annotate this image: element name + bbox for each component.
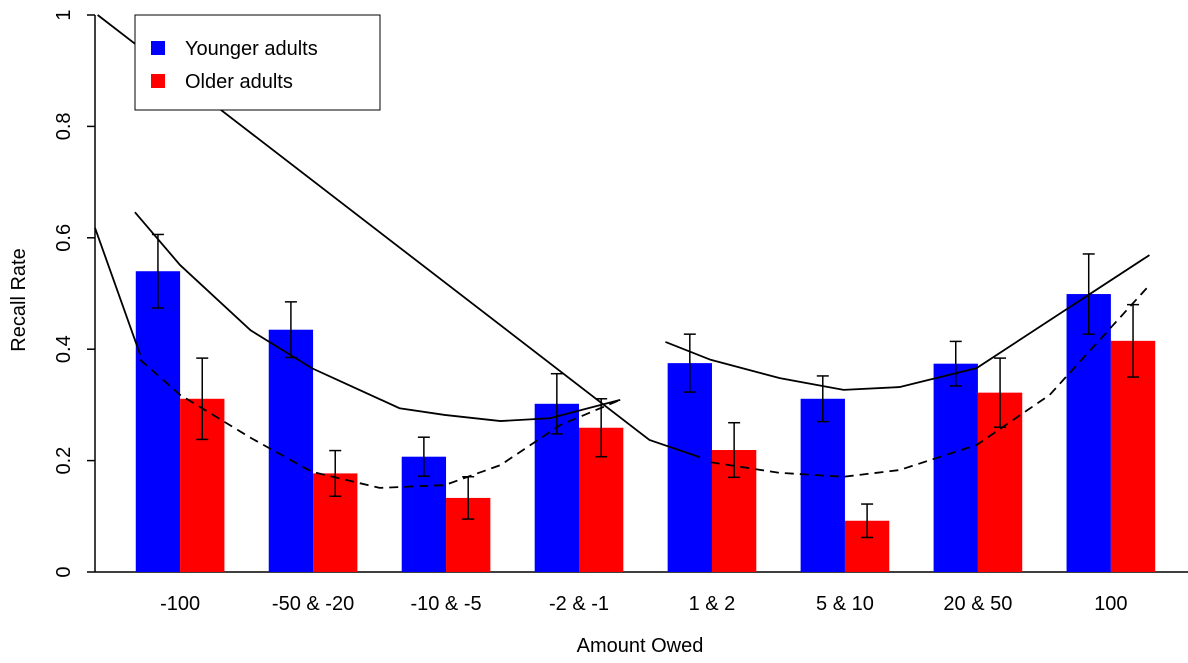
- bar: [800, 398, 845, 572]
- x-tick-label: 5 & 10: [816, 593, 874, 615]
- x-tick-label: 1 & 2: [689, 593, 736, 615]
- error-bar: [550, 372, 563, 435]
- x-tick-label: -50 & -20: [272, 593, 354, 615]
- bar: [933, 363, 978, 572]
- fit-line: [97, 14, 701, 459]
- y-tick-label: 0: [53, 566, 75, 577]
- x-tick-label: 20 & 50: [943, 593, 1012, 615]
- bar: [268, 329, 314, 572]
- bar: [1110, 340, 1156, 572]
- y-tick-label: 0.4: [53, 335, 75, 363]
- error-bar: [329, 449, 342, 497]
- fit-line: [139, 359, 621, 489]
- x-tick-label: -100: [160, 593, 200, 615]
- bar: [135, 271, 181, 572]
- error-bar: [861, 503, 874, 539]
- legend-box: [134, 14, 381, 111]
- y-tick-label: 0.6: [53, 224, 75, 252]
- y-tick-label: 0.2: [53, 447, 75, 475]
- x-tick-label: 100: [1094, 593, 1127, 615]
- bar: [667, 363, 712, 572]
- error-bar: [728, 421, 741, 479]
- legend-swatch: [151, 41, 165, 55]
- error-bar: [417, 436, 430, 477]
- error-bar: [1127, 303, 1140, 378]
- fit-line: [665, 254, 1150, 391]
- error-bar: [949, 340, 962, 387]
- y-axis-label: Recall Rate: [8, 248, 30, 351]
- bar: [1066, 294, 1111, 572]
- legend-label: Older adults: [185, 71, 293, 93]
- y-tick-label: 1: [53, 9, 75, 20]
- error-bar: [816, 375, 829, 423]
- error-bar: [683, 333, 696, 393]
- x-tick-label: -2 & -1: [549, 593, 609, 615]
- x-axis-label: Amount Owed: [577, 635, 704, 657]
- legend-swatch: [151, 74, 165, 88]
- legend-label: Younger adults: [185, 38, 318, 60]
- error-bar: [196, 357, 209, 441]
- y-tick-label: 0.8: [53, 112, 75, 140]
- fit-line: [134, 211, 621, 422]
- fit-line: [94, 227, 142, 356]
- x-tick-label: -10 & -5: [410, 593, 481, 615]
